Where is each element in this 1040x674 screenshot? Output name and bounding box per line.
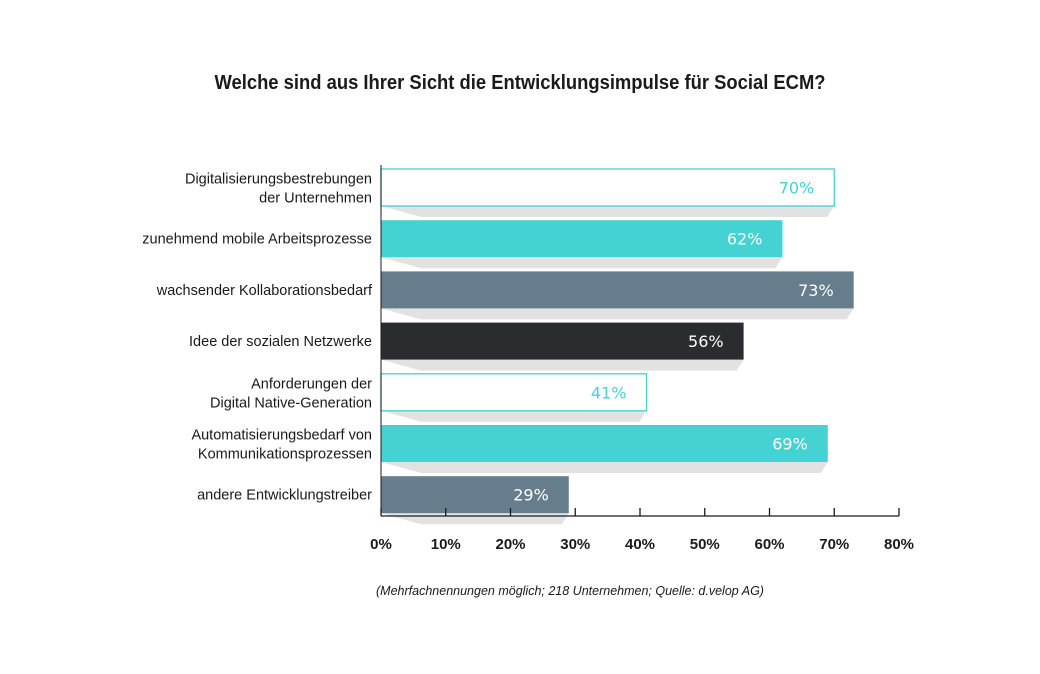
category-label: Idee der sozialen Netzwerke (189, 334, 372, 350)
x-tick-label: 30% (560, 536, 590, 553)
category-label: Digitalisierungsbestrebungen (185, 172, 372, 188)
bar-shadow (381, 257, 783, 269)
bar-value-label: 41% (591, 383, 627, 402)
category-label: Automatisierungsbedarf von (191, 428, 372, 444)
category-label: zunehmend mobile Arbeitsprozesse (142, 232, 372, 248)
bar (381, 425, 828, 462)
category-label: Kommunikationsprozessen (198, 447, 372, 463)
bar (380, 168, 835, 207)
bar-shadow (381, 410, 647, 422)
x-tick-label: 80% (884, 536, 914, 553)
bar-shadow (381, 206, 835, 217)
bar (380, 373, 648, 412)
x-tick-label: 40% (625, 536, 655, 553)
category-label: Digital Native-Generation (210, 395, 372, 411)
category-label: der Unternehmen (259, 191, 372, 207)
bar-value-label: 56% (688, 332, 724, 351)
bar-shadow (381, 513, 569, 525)
x-tick-label: 50% (690, 536, 720, 553)
x-tick-label: 0% (370, 536, 392, 553)
bar-value-label: 70% (779, 179, 815, 198)
bar-shadow (381, 359, 744, 371)
x-tick-label: 70% (819, 536, 849, 553)
bar (381, 322, 744, 360)
bar-shadow (381, 462, 828, 473)
bar-value-label: 29% (513, 486, 549, 505)
category-label: wachsender Kollaborationsbedarf (156, 283, 373, 299)
chart-title: Welche sind aus Ihrer Sicht die Entwickl… (214, 72, 826, 94)
bar (381, 220, 783, 258)
bar-value-label: 73% (798, 281, 834, 300)
bar-value-label: 62% (727, 230, 763, 249)
bar-shadow (381, 308, 854, 320)
bar (381, 271, 854, 309)
x-tick-label: 60% (754, 536, 784, 553)
chart-footnote: (Mehrfachnennungen möglich; 218 Unterneh… (376, 584, 764, 598)
x-tick-label: 10% (431, 536, 461, 553)
bar-value-label: 69% (772, 435, 808, 454)
bar (381, 476, 569, 514)
category-label: Anforderungen der (251, 376, 372, 392)
x-tick-label: 20% (495, 536, 525, 553)
category-label: andere Entwicklungstreiber (197, 488, 372, 504)
